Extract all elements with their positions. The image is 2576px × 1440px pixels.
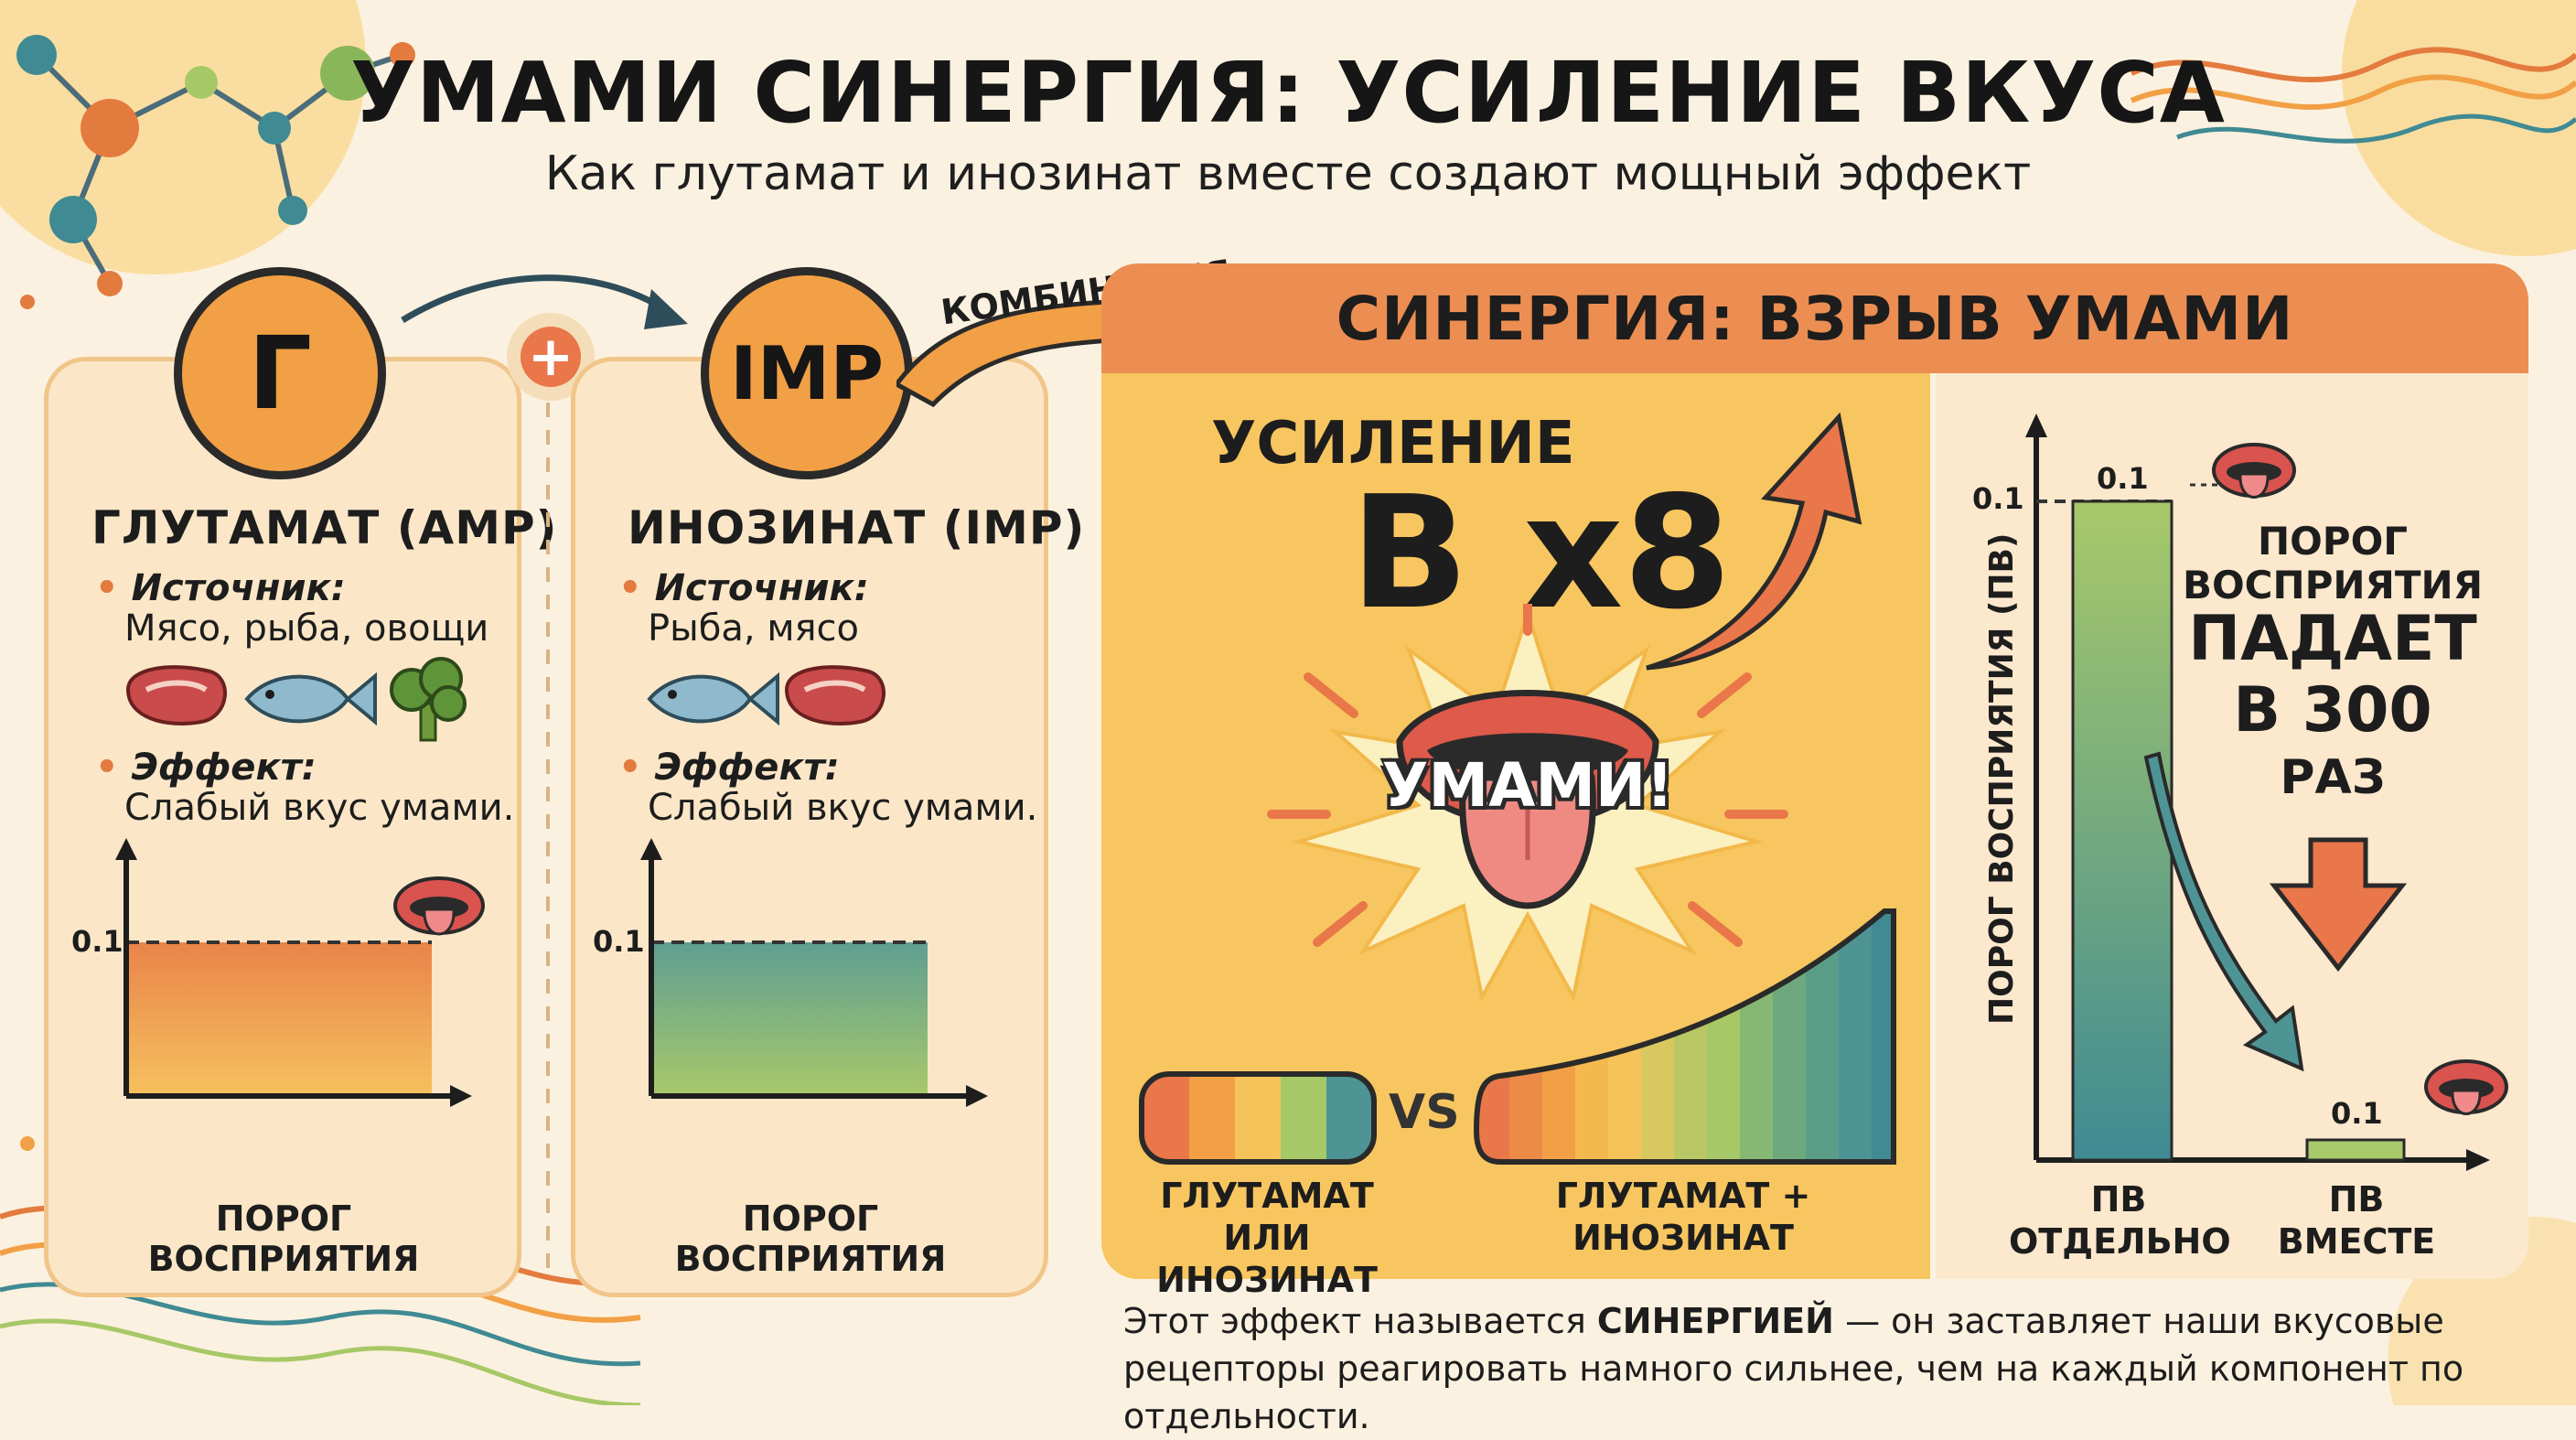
inosinate-effect-text: Слабый вкус умами. xyxy=(648,787,1038,829)
glutamate-to-inosinate-arrow xyxy=(401,274,688,329)
glutamate-symbol: Г xyxy=(174,267,386,479)
combined-threshold-bar xyxy=(2305,1138,2406,1162)
glutamate-title: ГЛУТАМАТ (AMP) xyxy=(91,501,558,554)
glutamate-axis-label: ПОРОГ ВОСПРИЯТИЯ xyxy=(147,1198,420,1279)
threshold-y-tick: 0.1 xyxy=(1972,481,2024,516)
glutamate-threshold-bar xyxy=(126,942,432,1096)
combined-intensity-bar xyxy=(1473,908,1896,1165)
glutamate-card xyxy=(44,357,521,1297)
inosinate-threshold-tick: 0.1 xyxy=(593,924,645,959)
meat-icon xyxy=(784,665,886,725)
inosinate-source-text: Рыба, мясо xyxy=(648,607,860,650)
inosinate-threshold-chart xyxy=(640,838,988,1107)
vs-label: VS xyxy=(1389,1085,1460,1140)
background-decoration xyxy=(0,0,2576,1405)
glutamate-threshold-tick: 0.1 xyxy=(71,924,123,959)
inosinate-symbol: IMP xyxy=(701,267,913,479)
threshold-drop-line2: ПАДАЕТ В 300 xyxy=(2188,603,2477,747)
glutamate-effect-label: • Эффект: xyxy=(95,747,317,789)
up-arrow-icon xyxy=(1646,412,1862,671)
meat-icon xyxy=(125,665,227,725)
mouth-icon xyxy=(1396,690,1659,909)
inosinate-threshold-bar xyxy=(651,942,928,1096)
glutamate-threshold-chart xyxy=(115,838,485,1107)
down-arrow-icon xyxy=(2269,837,2408,973)
glutamate-effect-text: Слабый вкус умами. xyxy=(124,787,515,829)
inosinate-title: ИНОЗИНАТ (IMP) xyxy=(628,501,1086,554)
synergy-banner: СИНЕРГИЯ: ВЗРЫВ УМАМИ xyxy=(1101,263,2528,373)
page-title: УМАМИ СИНЕРГИЯ: УСИЛЕНИЕ ВКУСА xyxy=(350,44,2226,142)
umami-burst-label: УМАМИ! xyxy=(1381,750,1674,821)
threshold-y-axis-label: ПОРОГ ВОСПРИЯТИЯ (ПВ) xyxy=(1983,532,2021,1025)
mouth-icon xyxy=(2424,1059,2508,1115)
inosinate-effect-label: • Эффект: xyxy=(618,747,840,789)
divider xyxy=(546,403,550,1272)
inosinate-card xyxy=(571,357,1048,1297)
umami-burst xyxy=(1267,604,1788,1003)
threshold-comparison-chart xyxy=(2025,414,2508,1171)
single-bar-label: ГЛУТАМАТ ИЛИ ИНОЗИНАТ xyxy=(1156,1176,1378,1300)
inosinate-axis-label: ПОРОГ ВОСПРИЯТИЯ xyxy=(674,1198,947,1279)
threshold-drop-line1: ПОРОГ ВОСПРИЯТИЯ xyxy=(2182,519,2484,607)
fish-icon xyxy=(244,672,377,726)
glutamate-source-label: • Источник: xyxy=(95,567,346,609)
food-icons xyxy=(125,657,467,742)
separate-bar-label: ПВ ОТДЕЛЬНО xyxy=(2009,1179,2231,1262)
boost-line1: УСИЛЕНИЕ xyxy=(1211,410,1575,478)
page-subtitle: Как глутамат и инозинат вместе создают м… xyxy=(544,146,2032,201)
glutamate-source-text: Мясо, рыба, овощи xyxy=(124,607,489,650)
fish-icon xyxy=(647,672,779,726)
broccoli-icon xyxy=(390,657,467,742)
separate-bar-value: 0.1 xyxy=(2097,461,2149,496)
combined-bar-value: 0.1 xyxy=(2331,1096,2383,1131)
mouth-icon xyxy=(2212,443,2296,499)
combined-bar-label: ПВ ВМЕСТЕ xyxy=(2277,1179,2436,1262)
combined-bar-label: ГЛУТАМАТ + ИНОЗИНАТ xyxy=(1555,1176,1811,1258)
single-intensity-bar xyxy=(1139,1071,1377,1165)
food-icons xyxy=(647,665,886,726)
separate-threshold-bar xyxy=(2071,500,2174,1162)
footer-note: Этот эффект называется СИНЕРГИЕЙ — он за… xyxy=(1123,1301,2464,1436)
boost-factor: В х8 xyxy=(1350,463,1732,644)
threshold-drop-line3: РАЗ xyxy=(2280,750,2386,805)
mouth-icon xyxy=(393,876,485,936)
inosinate-source-label: • Источник: xyxy=(618,567,869,609)
